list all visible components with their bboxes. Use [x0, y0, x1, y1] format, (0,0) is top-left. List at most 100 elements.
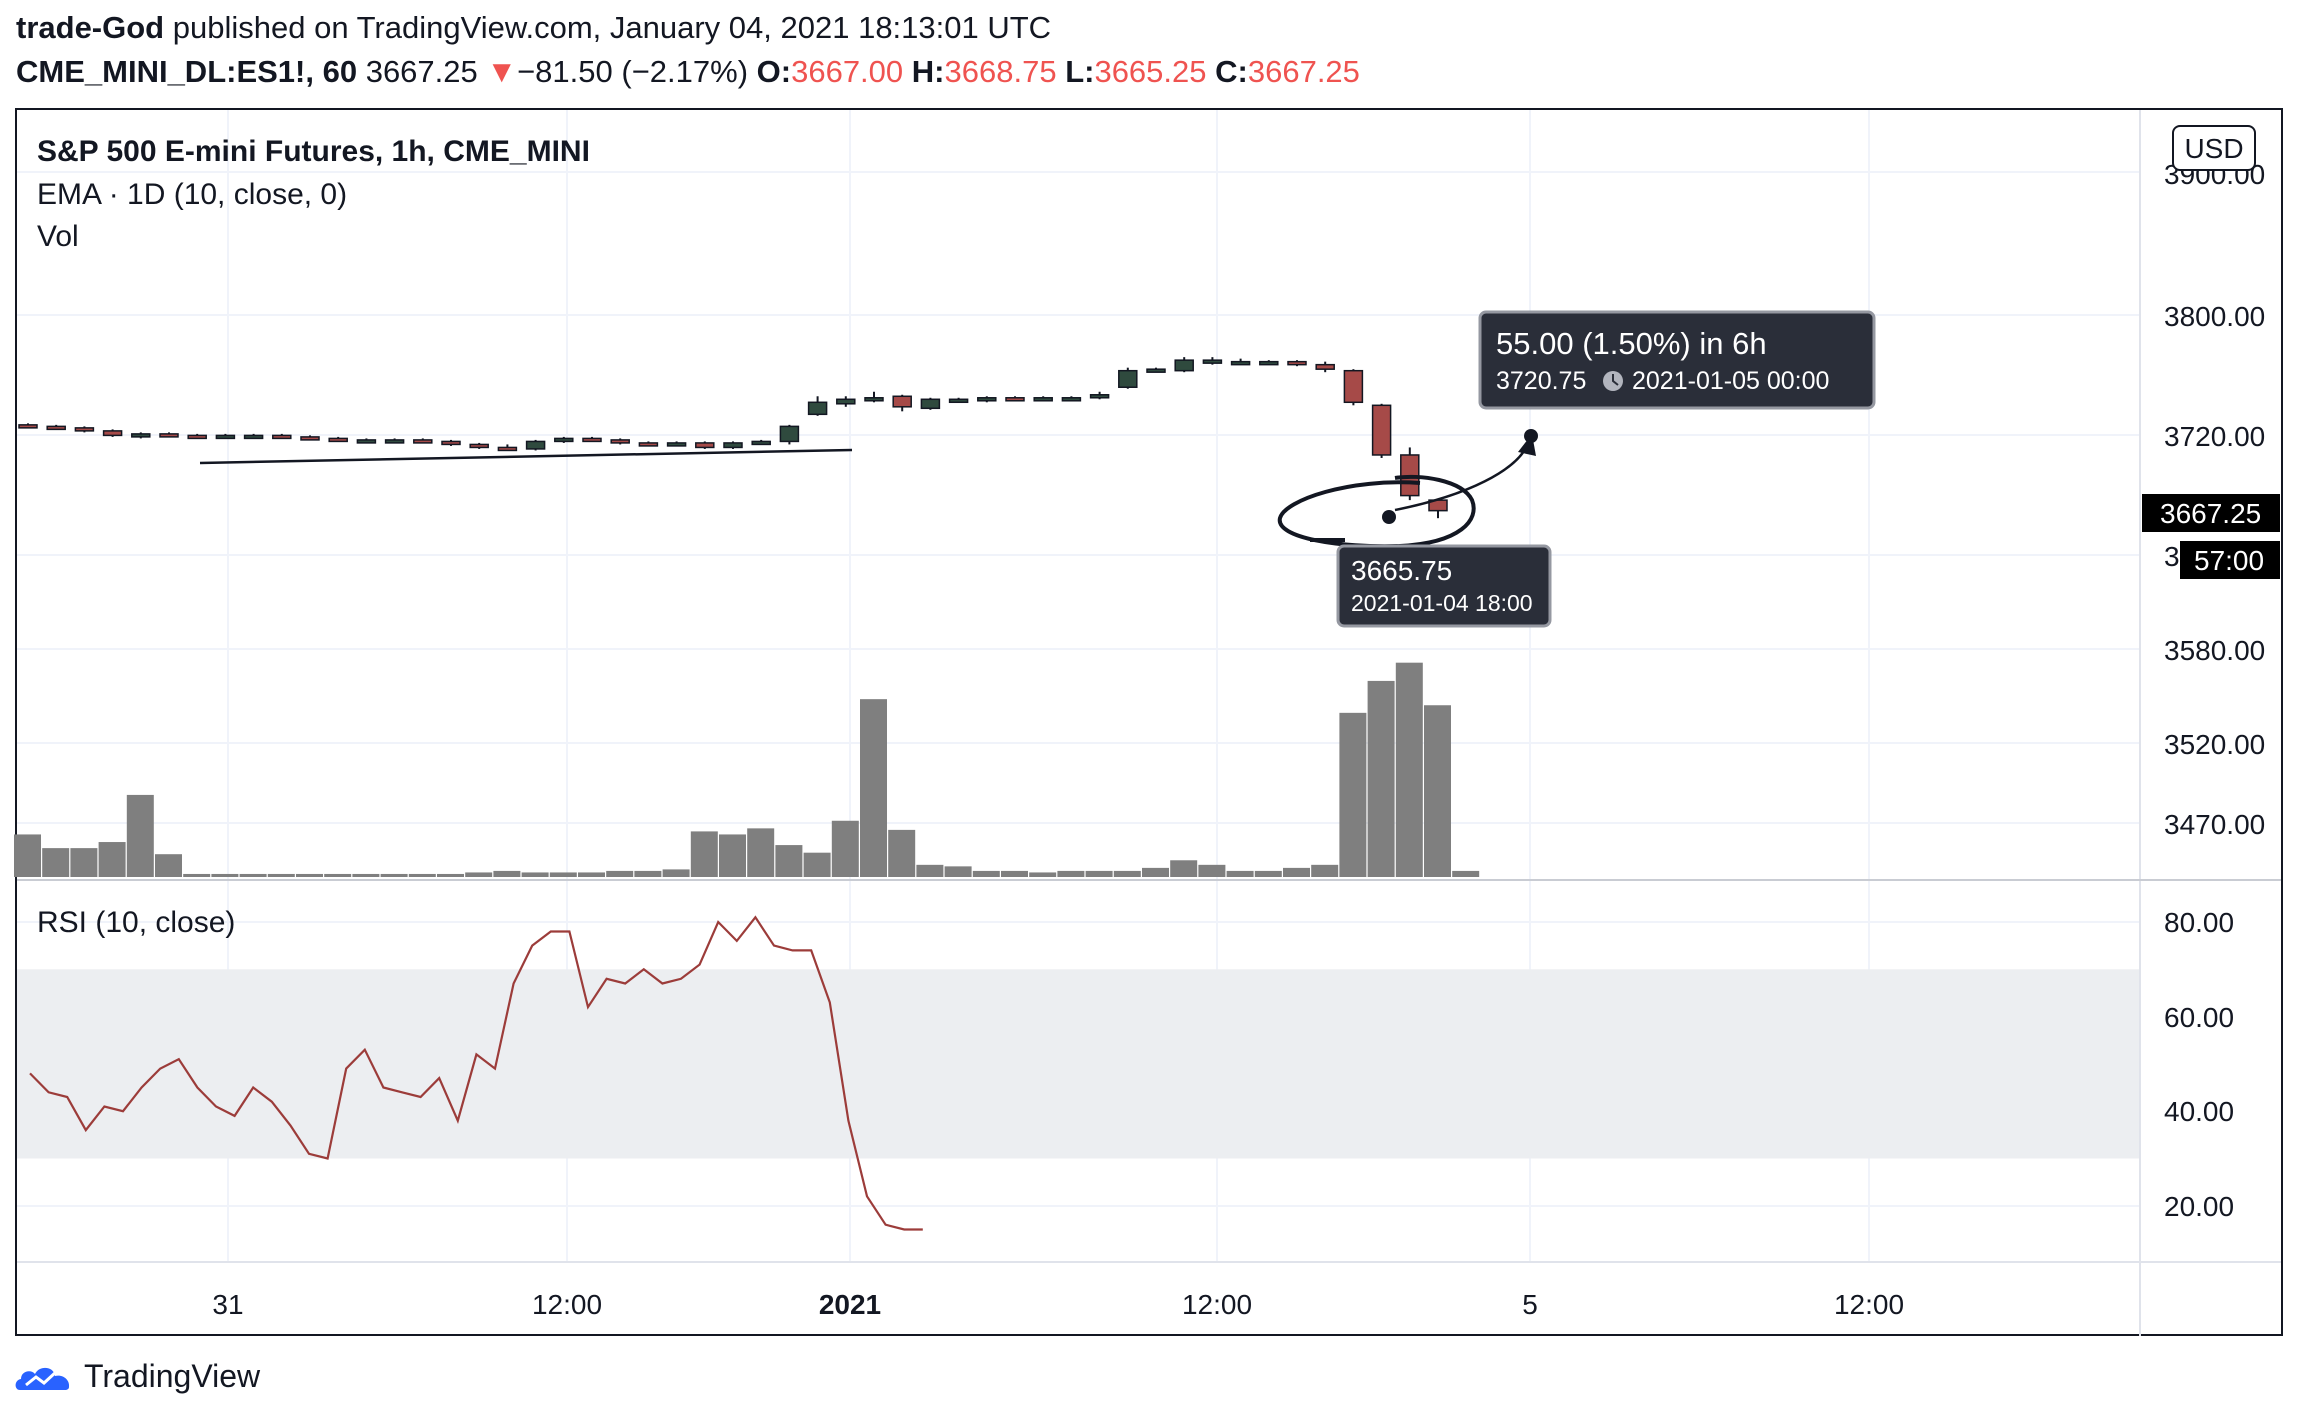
time-tick-1200-c: 12:00: [1834, 1289, 1904, 1320]
candle-body: [779, 425, 800, 443]
volume-bar: [1311, 864, 1339, 877]
volume-bar: [14, 834, 41, 877]
candle-body: [723, 442, 743, 449]
volume-bar: [1424, 705, 1451, 877]
symbol-line: CME_MINI_DL:ES1!, 60 3667.25 ▼−81.50 (−2…: [16, 54, 1360, 90]
open-label: O:: [756, 54, 792, 89]
candle-body: [1146, 368, 1166, 373]
close-value: 3667.25: [1247, 54, 1360, 89]
candle-body: [1371, 404, 1392, 456]
candle-body: [131, 433, 151, 438]
tradingview-brand: TradingView: [84, 1358, 261, 1394]
candle-body: [1315, 363, 1335, 370]
volume-bar: [719, 834, 746, 877]
volume-bar: [98, 842, 126, 877]
currency-label: USD: [2184, 133, 2243, 164]
candle-body: [102, 430, 123, 437]
candle-body: [610, 439, 630, 444]
rsi-tick-60: 60.00: [2164, 1002, 2234, 1033]
projection-price-text: 3720.75: [1496, 367, 1586, 395]
rsi-legend[interactable]: RSI (10, close): [37, 906, 235, 939]
candle-body: [1033, 397, 1053, 402]
candle-body: [666, 442, 687, 447]
price-change: −81.50 (−2.17%): [517, 54, 749, 89]
volume-bar: [860, 699, 887, 877]
volume-bar: [1367, 680, 1395, 877]
candle-body: [977, 397, 997, 402]
volume-bar: [437, 873, 464, 877]
candle-body: [272, 434, 292, 440]
publish-line: trade-God published on TradingView.com, …: [16, 10, 1051, 46]
price-tick-3800: 3800.00: [2164, 301, 2265, 332]
candle-body: [1230, 360, 1251, 366]
volume-bar: [1452, 870, 1480, 877]
price-tick-3470: 3470.00: [2164, 809, 2265, 840]
last-price: 3667.25: [365, 54, 478, 89]
projection-arrow: [1394, 445, 1529, 512]
volume-bar: [380, 873, 408, 877]
rsi-tick-40: 40.00: [2164, 1096, 2234, 1127]
ema-legend[interactable]: EMA · 1D (10, close, 0): [37, 178, 347, 211]
candles-layer: [18, 357, 1448, 519]
candle-body: [384, 439, 405, 444]
candle-body: [1174, 359, 1194, 372]
candle-body: [243, 434, 264, 440]
volume-bar: [1339, 712, 1367, 877]
volume-bar: [944, 866, 972, 877]
low-label: L:: [1065, 54, 1095, 89]
volume-bar: [1170, 860, 1198, 877]
tradingview-cloud-icon: [15, 1367, 70, 1390]
candle-body: [1061, 397, 1082, 402]
volume-bar: [1057, 870, 1085, 877]
time-tick-5: 5: [1522, 1289, 1538, 1320]
candle-body: [469, 443, 489, 449]
price-tick-3720: 3720.00: [2164, 421, 2265, 452]
volume-bar: [352, 873, 380, 877]
volume-bar: [831, 820, 859, 877]
time-tick-1200-b: 12:00: [1182, 1289, 1252, 1320]
candle-body: [413, 439, 433, 444]
volume-bar: [747, 828, 775, 877]
candle-body: [948, 398, 969, 404]
volume-bar: [1085, 870, 1113, 877]
rsi-line: [29, 915, 923, 1231]
open-value: 3667.00: [791, 54, 904, 89]
volume-layer: [14, 662, 1480, 877]
volume-bar: [775, 845, 803, 877]
volume-bar: [578, 872, 605, 877]
volume-bar: [1142, 867, 1169, 877]
countdown-label: 57:00: [2180, 541, 2280, 579]
candle-body: [1089, 394, 1110, 399]
candle-body: [46, 425, 66, 431]
volume-bar: [1113, 870, 1141, 877]
projection-time-text: 2021-01-05 00:00: [1632, 367, 1829, 395]
volume-bar: [183, 873, 211, 877]
volume-bar: [465, 872, 493, 877]
volume-bar: [803, 852, 831, 877]
candle-body: [1287, 360, 1307, 366]
candle-body: [441, 440, 461, 446]
candle-body: [1343, 369, 1364, 404]
candle-body: [215, 434, 236, 440]
symbol-name: CME_MINI_DL:ES1!, 60: [16, 54, 358, 89]
candle-body: [1005, 397, 1025, 402]
volume-bar: [493, 870, 521, 877]
candle-body: [300, 436, 320, 441]
rsi-tick-80: 80.00: [2164, 907, 2234, 938]
candle-body: [638, 442, 659, 447]
trendline: [199, 448, 853, 465]
chart-frame[interactable]: [15, 108, 2283, 1336]
volume-bar: [1254, 870, 1282, 877]
candle-body: [920, 398, 941, 410]
tradingview-footer[interactable]: TradingView: [14, 1358, 260, 1395]
volume-bar: [1029, 872, 1057, 877]
countdown-value: 57:00: [2194, 545, 2264, 576]
volume-bar: [888, 829, 916, 877]
volume-bar: [126, 794, 154, 877]
vol-legend[interactable]: Vol: [37, 220, 79, 253]
volume-bar: [521, 872, 549, 877]
change-down-arrow-icon: ▼: [486, 54, 518, 89]
currency-button[interactable]: USD: [2172, 125, 2256, 171]
author-name[interactable]: trade-God: [16, 10, 165, 45]
